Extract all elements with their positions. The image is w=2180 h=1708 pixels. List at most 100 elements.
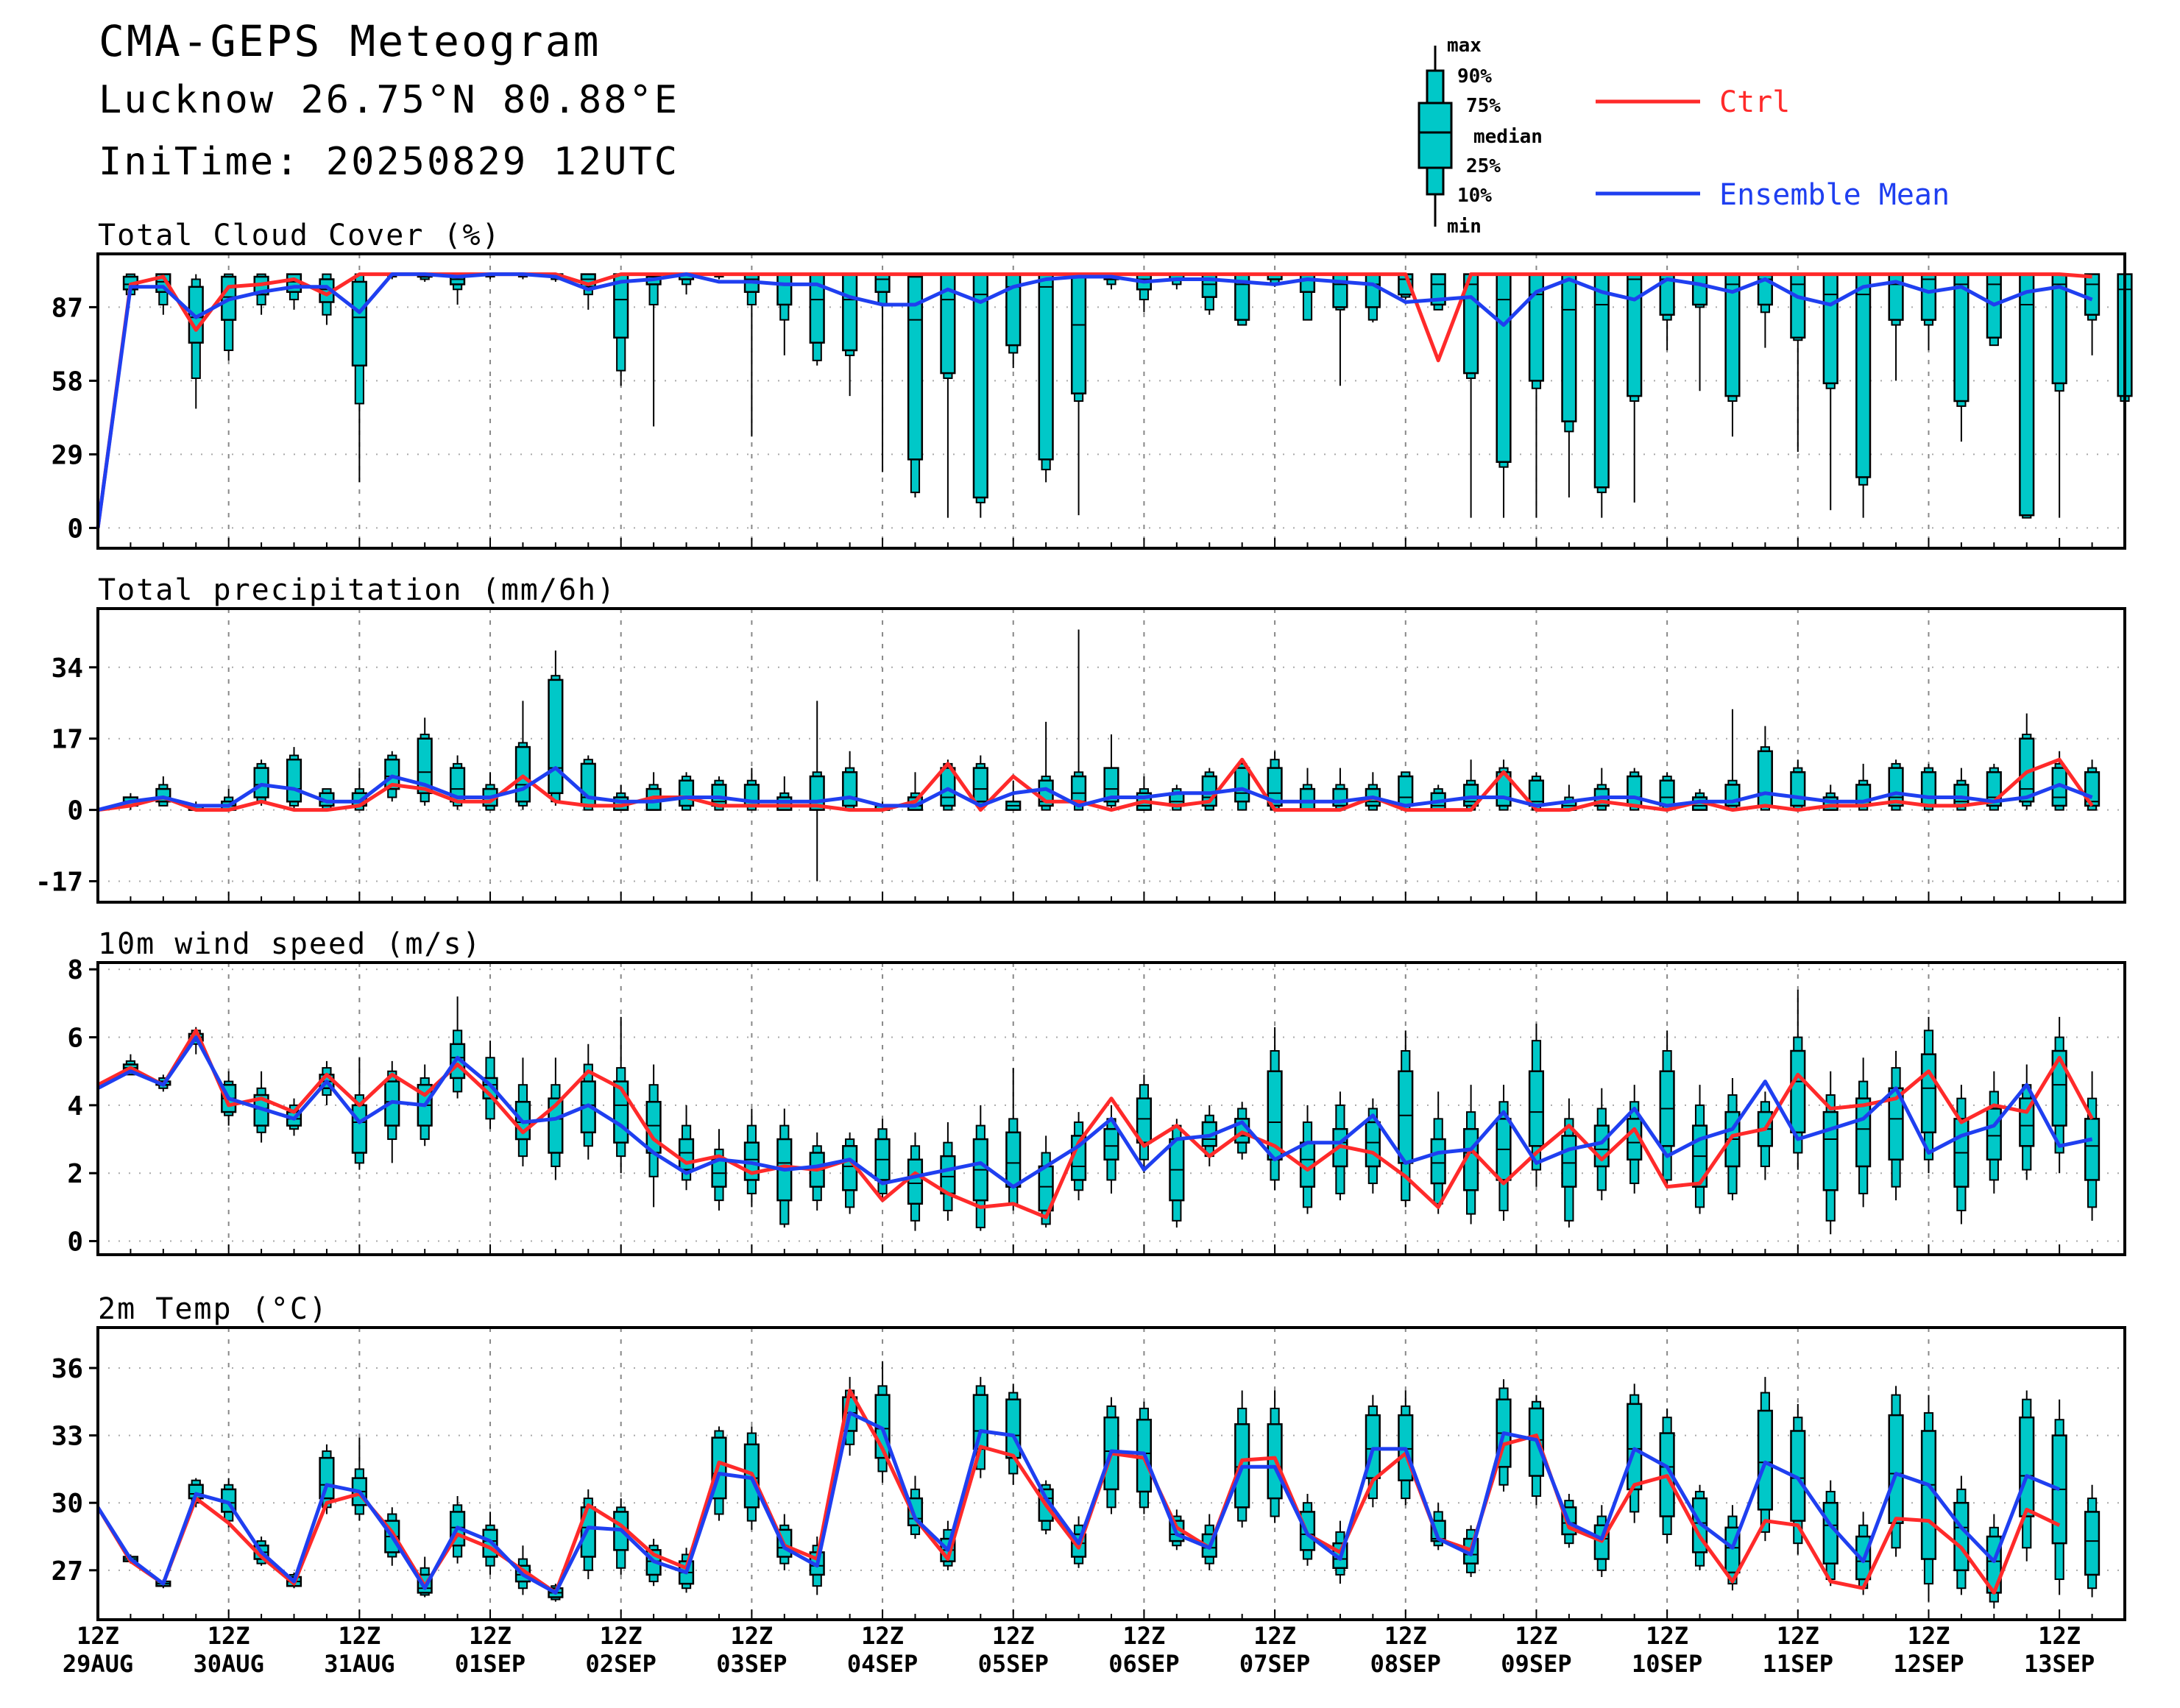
box-inner [940, 767, 956, 807]
ensemble-box [450, 273, 466, 305]
ensemble-box [1398, 771, 1414, 811]
ensemble-box [1953, 768, 1970, 811]
y-tick-label: 34 [52, 653, 83, 684]
box-inner [319, 1456, 335, 1500]
x-hour-label: 12Z [208, 1622, 250, 1650]
panel-title: 10m wind speed (m/s) [98, 927, 482, 961]
ensemble-box [1822, 273, 1839, 511]
box-inner [1920, 1053, 1937, 1134]
ensemble-box [2051, 273, 2067, 518]
box-inner [1071, 273, 1087, 394]
ensemble-box [907, 1475, 924, 1539]
ensemble-box [1038, 1135, 1054, 1228]
box-inner [1496, 273, 1512, 464]
box-inner [1136, 1097, 1152, 1144]
box-inner [1299, 787, 1316, 811]
ensemble-box [1005, 1068, 1022, 1211]
ensemble-box [613, 273, 629, 386]
box-inner [1953, 784, 1970, 807]
box-inner [1398, 775, 1414, 807]
ensemble-box [1659, 273, 1675, 351]
box-inner [972, 273, 988, 499]
ensemble-box [1528, 273, 1545, 518]
box-inner [1920, 1430, 1937, 1560]
ensemble-box [645, 772, 662, 811]
box-inner [1757, 750, 1773, 807]
ensemble-box [743, 1108, 760, 1208]
y-tick-label: 0 [67, 796, 83, 826]
ensemble-box [874, 273, 891, 472]
ensemble-box [1561, 273, 1577, 498]
ensemble-box [1365, 772, 1381, 811]
legend-box-label: min [1447, 216, 1482, 238]
panel-frame [96, 252, 2126, 550]
ensemble-box [1430, 1091, 1446, 1214]
legend-box-label: median [1473, 126, 1543, 148]
y-tick-label: 17 [52, 725, 83, 755]
ensemble-box [1103, 1105, 1119, 1194]
ensemble-box [1005, 273, 1022, 369]
ensemble-box [351, 1437, 367, 1521]
y-tick-label: 0 [67, 514, 83, 544]
ensemble-box [678, 273, 695, 295]
ensemble-box [1071, 273, 1087, 516]
ensemble-box [2019, 273, 2035, 519]
box-inner [1332, 273, 1348, 308]
ensemble-box [514, 701, 531, 810]
ensemble-box [842, 751, 858, 811]
init-time-label: IniTime: 20250829 12UTC [99, 140, 680, 184]
ensemble-box [1169, 784, 1185, 811]
legend-box-label: 90% [1457, 65, 1492, 88]
x-date-label: 07SEP [1239, 1650, 1310, 1678]
legend-mean-label: Ensemble Mean [1719, 178, 1950, 212]
y-tick-label: 8 [67, 955, 83, 985]
ensemble-box [1724, 709, 1741, 811]
ensemble-box [1169, 273, 1185, 290]
box-inner [972, 1394, 988, 1450]
location-label: Lucknow 26.75°N 80.88°E [99, 78, 680, 122]
box-inner [286, 758, 302, 803]
x-hour-label: 12Z [861, 1622, 904, 1650]
box-inner [1790, 1049, 1806, 1134]
ensemble-box [155, 273, 171, 315]
x-date-label: 05SEP [978, 1650, 1049, 1678]
ensemble-box [580, 1043, 596, 1160]
ctrl-series-line [96, 1028, 2094, 1219]
box-inner [2019, 273, 2035, 517]
ensemble-box [972, 273, 988, 518]
panel-title: 2m Temp (°C) [98, 1292, 328, 1326]
ensemble-box [1463, 759, 1479, 811]
ensemble-box [1169, 1119, 1185, 1228]
ensemble-mean-series-line [96, 1411, 2061, 1595]
ensemble-box [580, 273, 596, 310]
legend-box-label: 25% [1466, 155, 1501, 177]
box-inner [1855, 1097, 1872, 1168]
x-date-label: 11SEP [1763, 1650, 1833, 1678]
ensemble-box [1496, 273, 1512, 518]
ensemble-box [743, 768, 760, 811]
ensemble-box [2084, 1071, 2101, 1221]
box-inner [842, 771, 858, 807]
ensemble-box [940, 273, 956, 518]
ensemble-box [907, 1132, 924, 1231]
ensemble-mean-series-line [97, 766, 2093, 812]
ensemble-box [1724, 1077, 1741, 1201]
ensemble-mean-series-line [96, 1035, 2093, 1189]
y-tick-label: 58 [52, 366, 83, 397]
ensemble-box [678, 772, 695, 811]
box-inner [678, 1138, 695, 1171]
y-tick-label: 0 [67, 1227, 83, 1258]
x-hour-label: 12Z [1908, 1622, 1950, 1650]
x-date-label: 02SEP [586, 1650, 657, 1678]
box-inner [548, 1097, 564, 1154]
box-inner [972, 767, 988, 803]
ensemble-box [1267, 1027, 1283, 1191]
box-inner [645, 1101, 662, 1154]
ensemble-box [1822, 1071, 1839, 1235]
ensemble-box [1005, 780, 1022, 811]
ensemble-box [286, 747, 302, 810]
ensemble-box [874, 1119, 891, 1201]
box-inner [1234, 767, 1250, 803]
ensemble-box [548, 651, 564, 806]
x-hour-label: 12Z [1777, 1622, 1819, 1650]
